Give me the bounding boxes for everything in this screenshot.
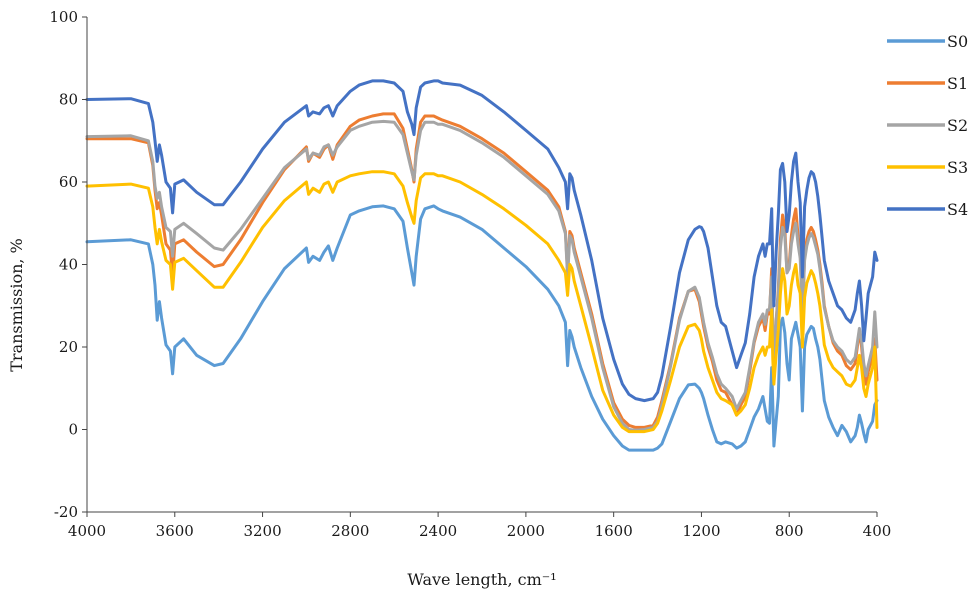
legend-item-s3: S3 xyxy=(887,158,968,177)
legend-label: S0 xyxy=(947,32,968,51)
legend-item-s0: S0 xyxy=(887,32,968,51)
series-line-s3 xyxy=(85,170,879,434)
series-line-s1 xyxy=(85,112,879,429)
legend-item-s4: S4 xyxy=(887,200,968,219)
series-lines xyxy=(85,79,879,452)
legend-label: S4 xyxy=(947,200,968,219)
legend-label: S2 xyxy=(947,116,968,135)
x-tick-label: 2000 xyxy=(507,522,545,540)
tick-labels: -20 0 20 40 60 80 100 4000 3600 3200 2800 2400 2000 1… xyxy=(49,8,891,540)
legend: S0 S1 S2 S3 S4 xyxy=(887,32,968,219)
legend-label: S3 xyxy=(947,158,968,177)
x-axis-title: Wave length, cm⁻¹ xyxy=(407,570,556,589)
x-tick-label: 800 xyxy=(775,522,804,540)
x-tick-label: 4000 xyxy=(68,522,106,540)
y-axis-title: Transmission, % xyxy=(7,238,26,372)
x-tick-label: 3600 xyxy=(156,522,194,540)
legend-label: S1 xyxy=(947,74,968,93)
x-tick-label: 400 xyxy=(863,522,892,540)
axes xyxy=(82,16,878,517)
x-tick-label: 3200 xyxy=(243,522,281,540)
y-tick-label: 40 xyxy=(59,256,78,274)
x-tick-label: 1200 xyxy=(682,522,720,540)
x-tick-label: 2400 xyxy=(419,522,457,540)
x-tick-label: 1600 xyxy=(595,522,633,540)
legend-item-s1: S1 xyxy=(887,74,968,93)
y-tick-label: 20 xyxy=(59,338,78,356)
y-tick-label: 60 xyxy=(59,173,78,191)
y-tick-label: 0 xyxy=(68,421,78,439)
series-line-s0 xyxy=(85,204,879,452)
series-line-s2 xyxy=(85,119,879,432)
legend-item-s2: S2 xyxy=(887,116,968,135)
y-tick-label: -20 xyxy=(54,503,78,521)
x-tick-label: 2800 xyxy=(331,522,369,540)
series-line-s4 xyxy=(85,79,879,403)
y-tick-label: 100 xyxy=(49,8,78,26)
y-tick-label: 80 xyxy=(59,91,78,109)
